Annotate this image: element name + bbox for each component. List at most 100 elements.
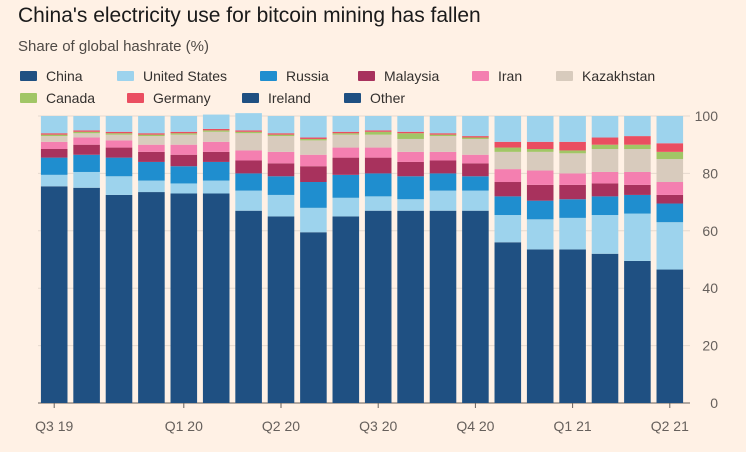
bar-segment-malaysia (202, 151, 230, 162)
bar-segment-united-states (300, 207, 327, 233)
bar-segment-iran (364, 147, 392, 158)
x-axis: Q3 19 Q1 20 Q2 20 Q3 20 Q4 20 Q1 21 Q2 21 (35, 403, 689, 434)
bar-segment-united-states (332, 197, 360, 217)
bar-segment-other (494, 116, 522, 142)
bar-segment-united-states (526, 219, 554, 250)
bar-segment-china (170, 193, 198, 403)
legend-item-russia: Russia (260, 68, 329, 84)
bar-segment-germany (364, 130, 392, 132)
bar-segment-germany (105, 131, 133, 134)
bar-segment-china (40, 186, 68, 403)
legend-swatch (556, 71, 573, 81)
bar-segment-kazakhstan (591, 149, 619, 172)
bar-segment-china (591, 253, 619, 403)
bar-segment-kazakhstan (170, 134, 198, 145)
bar-segment-other (267, 116, 295, 134)
bar-segment-germany (462, 136, 489, 138)
bar-segment-china (73, 187, 100, 403)
bar-segment-united-states (429, 190, 457, 211)
x-tick-label: Q3 20 (359, 418, 397, 434)
bar-segment-china (559, 249, 586, 403)
bar-segment-china (202, 193, 230, 403)
bar-segment-kazakhstan (202, 131, 230, 142)
bar-segment-russia (300, 182, 327, 208)
bar-segment-kazakhstan (73, 133, 100, 138)
bar-segment-germany (170, 131, 198, 134)
bar-segment-china (462, 210, 489, 403)
bar-segment-russia (40, 157, 68, 175)
legend-swatch (242, 93, 259, 103)
bar-segment-china (429, 210, 457, 403)
legend-swatch (260, 71, 277, 81)
bar-segment-kazakhstan (526, 151, 554, 171)
bar-segment-iran (73, 137, 100, 145)
bar-segment-kazakhstan (364, 134, 392, 148)
bar-segment-iran (462, 154, 489, 164)
bar-segment-canada (462, 137, 489, 139)
bar-segment-kazakhstan (105, 134, 133, 141)
bar-segment-canada (267, 134, 295, 137)
bar-segment-other (332, 116, 360, 132)
chart-legend: China United States Russia Malaysia Iran… (20, 68, 720, 112)
bar-segment-kazakhstan (300, 140, 327, 155)
bar-segment-china (526, 249, 554, 403)
legend-item-germany: Germany (127, 90, 211, 106)
bar-segment-russia (462, 176, 489, 191)
bar-segment-united-states (397, 199, 424, 211)
bar-segment-russia (73, 154, 100, 172)
bar-segment-russia (397, 176, 424, 200)
bar-segment-malaysia (235, 160, 262, 174)
legend-swatch (358, 71, 375, 81)
bar-segment-iran (267, 151, 295, 164)
legend-item-ireland: Ireland (242, 90, 311, 106)
bar-segment-russia (105, 157, 133, 177)
bar-segment-russia (624, 194, 651, 214)
chart-subtitle: Share of global hashrate (%) (18, 38, 209, 55)
bar-segment-other (526, 116, 554, 142)
bar-segment-iran (624, 171, 651, 185)
bar-segment-russia (138, 161, 165, 181)
legend-swatch (117, 71, 134, 81)
bar-segment-china (235, 210, 262, 403)
legend-label: United States (143, 68, 228, 84)
bar-segment-iran (591, 171, 619, 184)
bar-segment-iran (138, 144, 165, 152)
bar-segment-kazakhstan (40, 136, 68, 142)
x-tick-label: Q2 20 (262, 418, 300, 434)
legend-label: Ireland (268, 90, 311, 106)
x-tick-label: Q2 21 (651, 418, 689, 434)
bar-segment-china (332, 216, 360, 403)
x-tick-label: Q1 20 (165, 418, 203, 434)
bar-segment-germany (656, 143, 684, 152)
legend-label: Germany (153, 90, 211, 106)
bar-segment-other (397, 116, 424, 132)
bar-segment-russia (429, 173, 457, 191)
legend-item-china: China (20, 68, 83, 84)
bar-segment-malaysia (624, 184, 651, 195)
legend-swatch (344, 93, 361, 103)
bar-segment-united-states (202, 180, 230, 194)
legend-label: Iran (498, 68, 523, 84)
bar-segment-iran (559, 173, 586, 185)
bar-segment-germany (591, 137, 619, 145)
legend-item-canada: Canada (20, 90, 95, 106)
bar-segment-canada (300, 138, 327, 141)
legend-label: Other (370, 90, 406, 106)
bar-segment-germany (267, 133, 295, 135)
bar-segment-malaysia (73, 144, 100, 155)
y-tick-label: 60 (702, 223, 718, 239)
bar-segment-germany (624, 136, 651, 145)
bar-segment-china (494, 242, 522, 403)
bar-segment-germany (40, 133, 68, 135)
bar-segment-united-states (138, 180, 165, 193)
x-tick-label: Q3 19 (35, 418, 73, 434)
bar-segment-china (105, 194, 133, 403)
bar-segment-russia (494, 196, 522, 216)
bar-segment-malaysia (332, 157, 360, 175)
bar-segment-canada (40, 134, 68, 137)
bar-segment-malaysia (462, 163, 489, 177)
legend-label: China (46, 68, 83, 84)
bar-segment-germany (300, 137, 327, 139)
y-tick-label: 0 (710, 395, 718, 411)
bar-segment-malaysia (170, 154, 198, 167)
